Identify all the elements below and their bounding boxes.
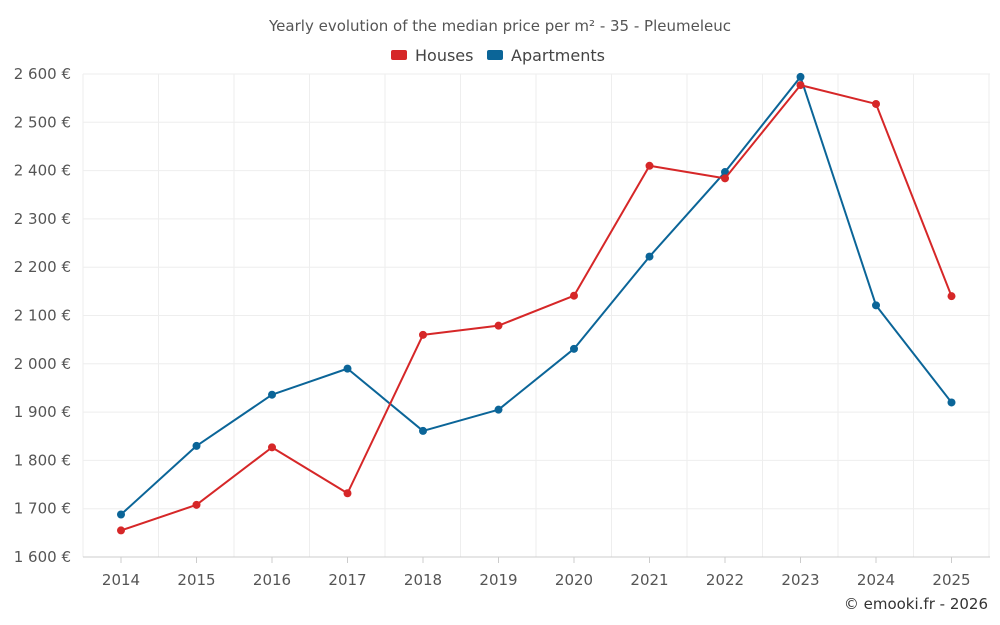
x-axis: 2014 2015 2016 2017 2018 2019 2020 2021 2022 2023…: [83, 556, 990, 589]
series-layer: [117, 72, 956, 535]
credit: © emooki.fr - 2026: [844, 595, 988, 613]
series-line-apartments: [120, 75, 953, 516]
y-tick-label: 2 400 €: [14, 162, 71, 180]
series-line-houses: [120, 84, 953, 532]
x-tick-label: 2016: [253, 571, 291, 589]
x-tick-label: 2019: [479, 571, 517, 589]
legend-label-houses: Houses: [415, 46, 473, 65]
y-tick-label: 1 900 €: [14, 403, 71, 421]
data-point-apartments[interactable]: [872, 301, 880, 310]
legend-item-houses[interactable]: Houses: [391, 46, 473, 65]
x-tick-label: 2018: [404, 571, 442, 589]
data-point-houses[interactable]: [419, 330, 427, 339]
x-tick-label: 2020: [555, 571, 593, 589]
data-point-houses[interactable]: [343, 489, 352, 498]
legend-swatch-apartments: [487, 50, 503, 60]
y-tick-label: 1 800 €: [14, 451, 71, 469]
y-tick-label: 1 600 €: [14, 548, 71, 566]
y-tick-label: 1 700 €: [14, 500, 71, 518]
y-tick-label: 2 200 €: [14, 258, 71, 276]
y-tick-label: 2 600 €: [14, 65, 71, 83]
data-point-apartments[interactable]: [796, 72, 805, 81]
data-point-apartments[interactable]: [192, 441, 201, 450]
y-tick-label: 2 000 €: [14, 355, 71, 373]
data-point-apartments[interactable]: [947, 398, 956, 407]
data-point-apartments[interactable]: [721, 168, 729, 177]
x-tick-label: 2022: [706, 571, 744, 589]
x-tick-label: 2017: [328, 571, 366, 589]
data-point-houses[interactable]: [570, 291, 578, 300]
x-tick-label: 2024: [857, 571, 895, 589]
chart-title: Yearly evolution of the median price per…: [268, 17, 731, 35]
data-point-houses[interactable]: [796, 81, 805, 90]
data-point-apartments[interactable]: [268, 390, 276, 399]
legend: Houses Apartments: [391, 46, 605, 65]
y-tick-label: 2 100 €: [14, 307, 71, 325]
data-point-apartments[interactable]: [117, 510, 125, 519]
x-tick-label: 2015: [177, 571, 215, 589]
legend-swatch-houses: [391, 50, 407, 60]
data-point-houses[interactable]: [192, 500, 201, 509]
x-tick-label: 2025: [932, 571, 970, 589]
legend-label-apartments: Apartments: [511, 46, 605, 65]
data-point-apartments[interactable]: [343, 364, 352, 373]
data-point-houses[interactable]: [268, 443, 276, 452]
x-tick-label: 2014: [102, 571, 140, 589]
data-point-houses[interactable]: [494, 321, 503, 330]
data-point-houses[interactable]: [721, 174, 729, 183]
data-point-houses[interactable]: [645, 161, 654, 170]
y-tick-label: 2 300 €: [14, 210, 71, 228]
data-point-apartments[interactable]: [570, 344, 578, 353]
data-point-apartments[interactable]: [494, 405, 503, 414]
x-tick-label: 2021: [630, 571, 668, 589]
grid: [82, 73, 990, 557]
legend-item-apartments[interactable]: Apartments: [487, 46, 605, 65]
y-tick-label: 2 500 €: [14, 113, 71, 131]
data-point-houses[interactable]: [872, 99, 880, 108]
x-tick-label: 2023: [781, 571, 819, 589]
y-axis: 1 600 € 1 700 € 1 800 € 1 900 € 2 000 € 2 100…: [14, 65, 71, 566]
data-point-apartments[interactable]: [419, 426, 427, 435]
data-point-houses[interactable]: [117, 526, 125, 535]
data-point-apartments[interactable]: [645, 252, 654, 261]
data-point-houses[interactable]: [947, 292, 956, 301]
